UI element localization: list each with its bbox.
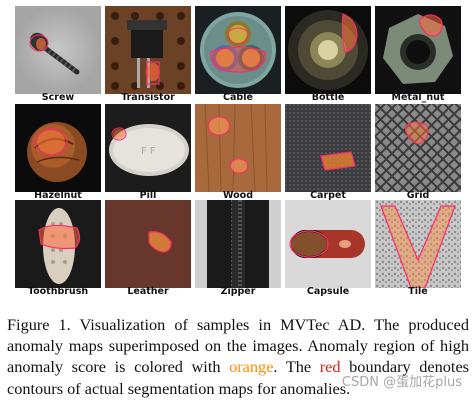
bottle-image (285, 6, 371, 94)
tile-label: Wood (223, 190, 253, 201)
tile-label: Toothbrush (27, 286, 89, 297)
toothbrush-image (15, 200, 101, 288)
tile-label: Pill (139, 190, 157, 201)
tile-label: Screw (41, 92, 75, 103)
tile-label: Hazelnut (34, 190, 82, 201)
figure-caption: Figure 1. Visualization of samples in MV… (7, 314, 469, 399)
caption-red-word: red (319, 357, 341, 377)
tile-label: Cable (223, 92, 253, 103)
leather-image (105, 200, 191, 288)
transistor-image (105, 6, 191, 94)
tile-label: Zipper (220, 286, 256, 297)
tile-label: Tile (408, 286, 428, 297)
pill-image: F F (105, 104, 191, 192)
tile-label: Grid (406, 190, 430, 201)
screw-image (15, 6, 101, 94)
caption-text-3: boundary denotes contours of actual segm… (7, 357, 470, 398)
hazelnut-image (15, 104, 101, 192)
watermark: CSDN @蛋加花plus (341, 375, 462, 390)
caption-text-1: Figure 1. Visualization of samples in MV… (7, 315, 469, 377)
caption-text-2: . The (273, 357, 320, 377)
zipper-image (195, 200, 281, 288)
caption-orange-word: orange (229, 357, 274, 377)
carpet-image (285, 104, 371, 192)
tile-label: Leather (127, 286, 169, 297)
tile-label: Metal_nut (391, 92, 445, 103)
metal-nut-image (375, 6, 461, 94)
capsule-image (285, 200, 371, 288)
svg-text:F F: F F (141, 146, 156, 157)
grid-image (375, 104, 461, 192)
tile-label: Capsule (306, 286, 350, 297)
tile-image (375, 200, 461, 288)
tile-label: Carpet (310, 190, 346, 201)
cable-image (195, 6, 281, 94)
tile-label: Bottle (311, 92, 345, 103)
tile-label: Transistor (121, 92, 175, 103)
wood-image (195, 104, 281, 192)
